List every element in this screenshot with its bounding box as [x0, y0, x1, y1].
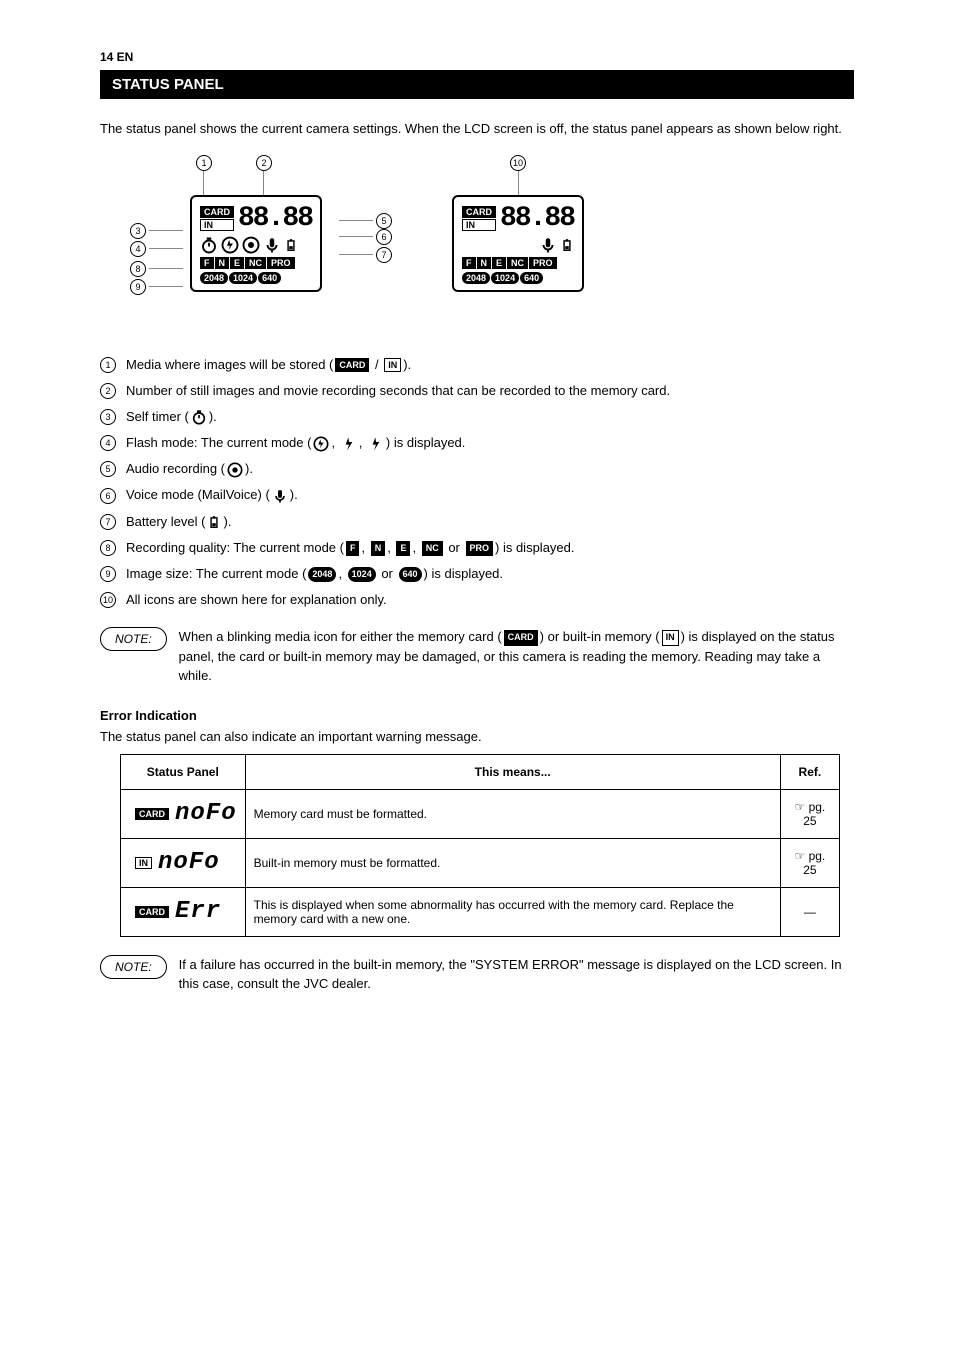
in-badge-icon: IN [462, 219, 496, 231]
intro-text: The status panel shows the current camer… [100, 119, 854, 139]
lcd-frame-right: CARD IN 88.88 F N E NC PRO 2048 [452, 195, 584, 292]
quality-nc: NC [245, 257, 266, 269]
in-badge-icon: IN [662, 630, 679, 646]
size-1024: 1024 [229, 272, 257, 284]
in-badge-icon: IN [384, 358, 401, 373]
callout-2: 2 [256, 155, 272, 171]
mic-icon [539, 236, 557, 254]
quality-pro: PRO [267, 257, 295, 269]
page-number: 14 EN [100, 50, 854, 64]
error-table: Status Panel This means... Ref. CARD noFo… [120, 754, 840, 937]
legend-item-1: 1 Media where images will be stored (CAR… [100, 356, 854, 374]
error-intro: The status panel can also indicate an im… [100, 729, 854, 744]
legend-item-3: 3 Self timer (). [100, 408, 854, 426]
legend-item-6: 6 Voice mode (MailVoice) (). [100, 486, 854, 504]
size-640: 640 [258, 272, 281, 284]
card-badge-icon: CARD [335, 358, 369, 373]
battery-icon [207, 515, 221, 529]
quality-pro: PRO [529, 257, 557, 269]
error-heading: Error Indication [100, 708, 854, 723]
callout-4: 4 [130, 241, 146, 257]
quality-n: N [215, 257, 230, 269]
table-row: CARDErr This is displayed when some abno… [121, 887, 840, 936]
card-badge-icon: CARD [200, 206, 234, 218]
quality-n: N [477, 257, 492, 269]
table-row: INnoFo Built-in memory must be formatted… [121, 838, 840, 887]
callout-1: 1 [196, 155, 212, 171]
legend-item-7: 7 Battery level (). [100, 513, 854, 531]
card-badge-icon: CARD [462, 206, 496, 218]
th-status: Status Panel [121, 754, 246, 789]
battery-icon [560, 238, 574, 252]
battery-icon [284, 238, 298, 252]
callout-9: 9 [130, 279, 146, 295]
seg7-display: noFo [175, 800, 237, 827]
noflash-icon [313, 436, 329, 452]
lcd-digits: 88.88 [238, 203, 312, 234]
th-ref: Ref. [780, 754, 839, 789]
quality-f: F [200, 257, 214, 269]
lcd-frame-left: CARD IN 88.88 F N E NC PRO [190, 195, 322, 292]
quality-e: E [230, 257, 244, 269]
callout-3: 3 [130, 223, 146, 239]
legend-item-8: 8 Recording quality: The current mode (F… [100, 539, 854, 557]
in-badge-icon: IN [135, 857, 152, 869]
quality-f: F [462, 257, 476, 269]
lcd-diagram-left: 1 2 3 4 8 9 5 6 7 CARD IN 88.88 [130, 155, 392, 332]
callout-10: 10 [510, 155, 526, 171]
th-means: This means... [245, 754, 780, 789]
note-1: NOTE: When a blinking media icon for eit… [100, 627, 854, 686]
card-badge-icon: CARD [504, 630, 538, 646]
legend-item-2: 2 Number of still images and movie recor… [100, 382, 854, 400]
callout-6: 6 [376, 229, 392, 245]
flash-icon [341, 436, 357, 452]
quality-e: E [492, 257, 506, 269]
mic-icon [272, 488, 288, 504]
quality-nc: NC [507, 257, 528, 269]
legend: 1 Media where images will be stored (CAR… [100, 356, 854, 610]
in-badge-icon: IN [200, 219, 234, 231]
legend-item-9: 9 Image size: The current mode (2048, 10… [100, 565, 854, 583]
lcd-digits: 88.88 [500, 203, 574, 234]
noflash-icon [221, 236, 239, 254]
rec-icon [242, 236, 260, 254]
flash-icon [368, 436, 384, 452]
size-2048: 2048 [200, 272, 228, 284]
timer-icon [200, 236, 218, 254]
size-2048: 2048 [462, 272, 490, 284]
note-2: NOTE: If a failure has occurred in the b… [100, 955, 854, 994]
header-bar: STATUS PANEL [100, 70, 854, 99]
table-row: CARDnoFo Memory card must be formatted. … [121, 789, 840, 838]
callout-8: 8 [130, 261, 146, 277]
rec-icon [227, 462, 243, 478]
seg7-display: noFo [158, 849, 220, 876]
size-1024: 1024 [491, 272, 519, 284]
note-label: NOTE: [100, 955, 167, 979]
legend-item-10: 10 All icons are shown here for explanat… [100, 591, 854, 609]
note-label: NOTE: [100, 627, 167, 651]
callout-5: 5 [376, 213, 392, 229]
timer-icon [191, 409, 207, 425]
card-badge-icon: CARD [135, 808, 169, 820]
callout-7: 7 [376, 247, 392, 263]
legend-item-4: 4 Flash mode: The current mode (, , ) is… [100, 434, 854, 452]
lcd-diagram-right: 10 CARD IN 88.88 F N E [452, 155, 584, 332]
mic-icon [263, 236, 281, 254]
size-640: 640 [520, 272, 543, 284]
seg7-display: Err [175, 898, 221, 925]
legend-item-5: 5 Audio recording (). [100, 460, 854, 478]
card-badge-icon: CARD [135, 906, 169, 918]
